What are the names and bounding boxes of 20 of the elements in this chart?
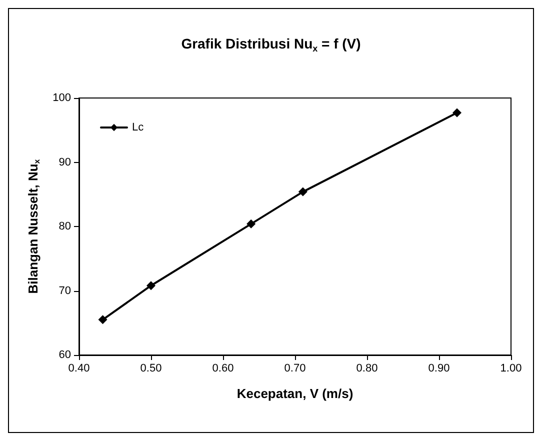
point [246,219,256,228]
y-tick-label: 90 [58,156,71,168]
y-tick-label: 100 [52,92,71,104]
point [98,315,108,324]
x-tick-label: 0.50 [140,362,162,374]
y-tick-label: 60 [58,349,71,361]
point [298,187,308,196]
point [452,108,462,118]
x-tick-label: 0.70 [284,362,306,374]
x-tick-label: 1.00 [500,362,522,374]
x-axis-title: Kecepatan, V (m/s) [236,386,354,401]
y-tick-label: 70 [58,284,71,297]
y-tick-label: 80 [58,220,71,232]
x-tick-label: 0.40 [68,362,90,374]
point [146,281,156,290]
x-tick-label: 0.90 [428,362,450,374]
y-axis-title: Bilangan Nusselt, Nux [26,158,42,294]
x-tick-label: 0.60 [212,362,234,374]
x-tick-label: 0.80 [356,362,378,374]
legend-label: Lc [132,122,144,134]
